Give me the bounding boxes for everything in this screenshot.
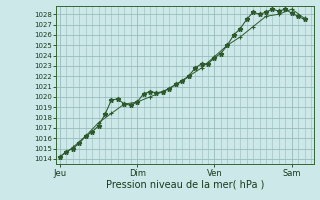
X-axis label: Pression niveau de la mer( hPa ): Pression niveau de la mer( hPa ) (106, 179, 264, 189)
